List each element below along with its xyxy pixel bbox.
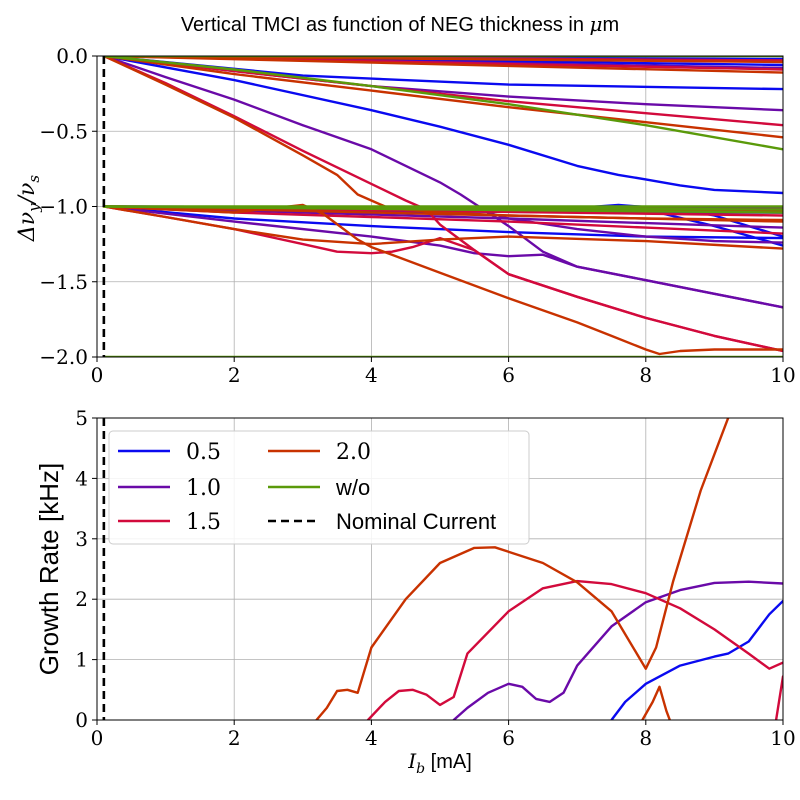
y-tick-label: 1	[75, 648, 88, 672]
series-line-0-5	[610, 599, 783, 720]
x-tick-label: 6	[502, 726, 515, 750]
top-panel: 0 2 4 6 8 10 0.0 −0.5 −1.0 −1.5 −2.0	[39, 44, 795, 387]
series-line-2-0	[102, 205, 783, 250]
series-line-0-5	[102, 205, 783, 240]
x-tick-label: 0	[91, 726, 104, 750]
bottom-y-axis-label: Growth Rate [kHz]	[34, 463, 64, 675]
series-line-2-0	[102, 56, 783, 139]
plot-frame	[96, 417, 784, 721]
series-line-2-0	[641, 685, 671, 720]
series-line-1-5	[102, 56, 783, 127]
chart-title: Vertical TMCI as function of NEG thickne…	[181, 12, 619, 36]
x-tick-label: 2	[228, 726, 241, 750]
series-line-2-0	[102, 205, 783, 223]
x-tick-label: 8	[639, 726, 652, 750]
plot-frame	[96, 55, 784, 358]
y-tick-label: 0	[75, 708, 88, 732]
x-axis-label: Ib [mA]	[407, 749, 472, 777]
series-line-1-0	[486, 211, 783, 244]
series-line-2-0	[315, 418, 730, 720]
y-tick-label: −1.5	[39, 270, 88, 294]
top-y-axis-label: Δνy/νs	[15, 175, 43, 243]
x-tick-label: 10	[770, 363, 795, 387]
x-tick-label: 0	[91, 363, 104, 387]
legend-label: 2.0	[336, 440, 371, 465]
y-tick-label: 5	[75, 406, 88, 430]
x-tick-label: 4	[365, 363, 378, 387]
series-line-0-5	[102, 56, 783, 195]
x-tick-label: 4	[365, 726, 378, 750]
legend-label: 1.5	[186, 510, 221, 535]
x-tick-label: 8	[639, 363, 652, 387]
legend-label: Nominal Current	[336, 509, 496, 534]
y-tick-label: 3	[75, 527, 88, 551]
x-tick-label: 6	[502, 363, 515, 387]
series-line-2-0	[102, 56, 783, 74]
series-line-1-5	[366, 579, 783, 720]
series-line-w-o	[102, 205, 783, 214]
x-tick-label: 2	[228, 363, 241, 387]
y-tick-label: 4	[75, 466, 88, 490]
series-line-1-0	[102, 205, 783, 309]
series-line-1-5	[774, 675, 783, 720]
bottom-panel: 0 2 4 6 8 10 0 1 2 3 4 5 0.5 1.0 1.5 2.0 w/o Nominal Curr…	[75, 406, 795, 750]
series-line-1-0	[452, 580, 783, 720]
y-tick-label: 0.0	[56, 44, 88, 68]
legend-label: w/o	[335, 475, 370, 500]
series-line-w-o	[102, 56, 783, 151]
y-tick-label: −2.0	[39, 345, 88, 369]
legend-label: 1.0	[186, 476, 221, 501]
legend: 0.5 1.0 1.5 2.0 w/o Nominal Current	[108, 430, 530, 545]
y-tick-label: −1.0	[39, 195, 88, 219]
y-tick-label: 2	[75, 587, 88, 611]
x-tick-label: 10	[770, 726, 795, 750]
y-tick-label: −0.5	[39, 119, 88, 143]
series-line-1-5	[102, 205, 783, 353]
legend-label: 0.5	[186, 440, 221, 465]
